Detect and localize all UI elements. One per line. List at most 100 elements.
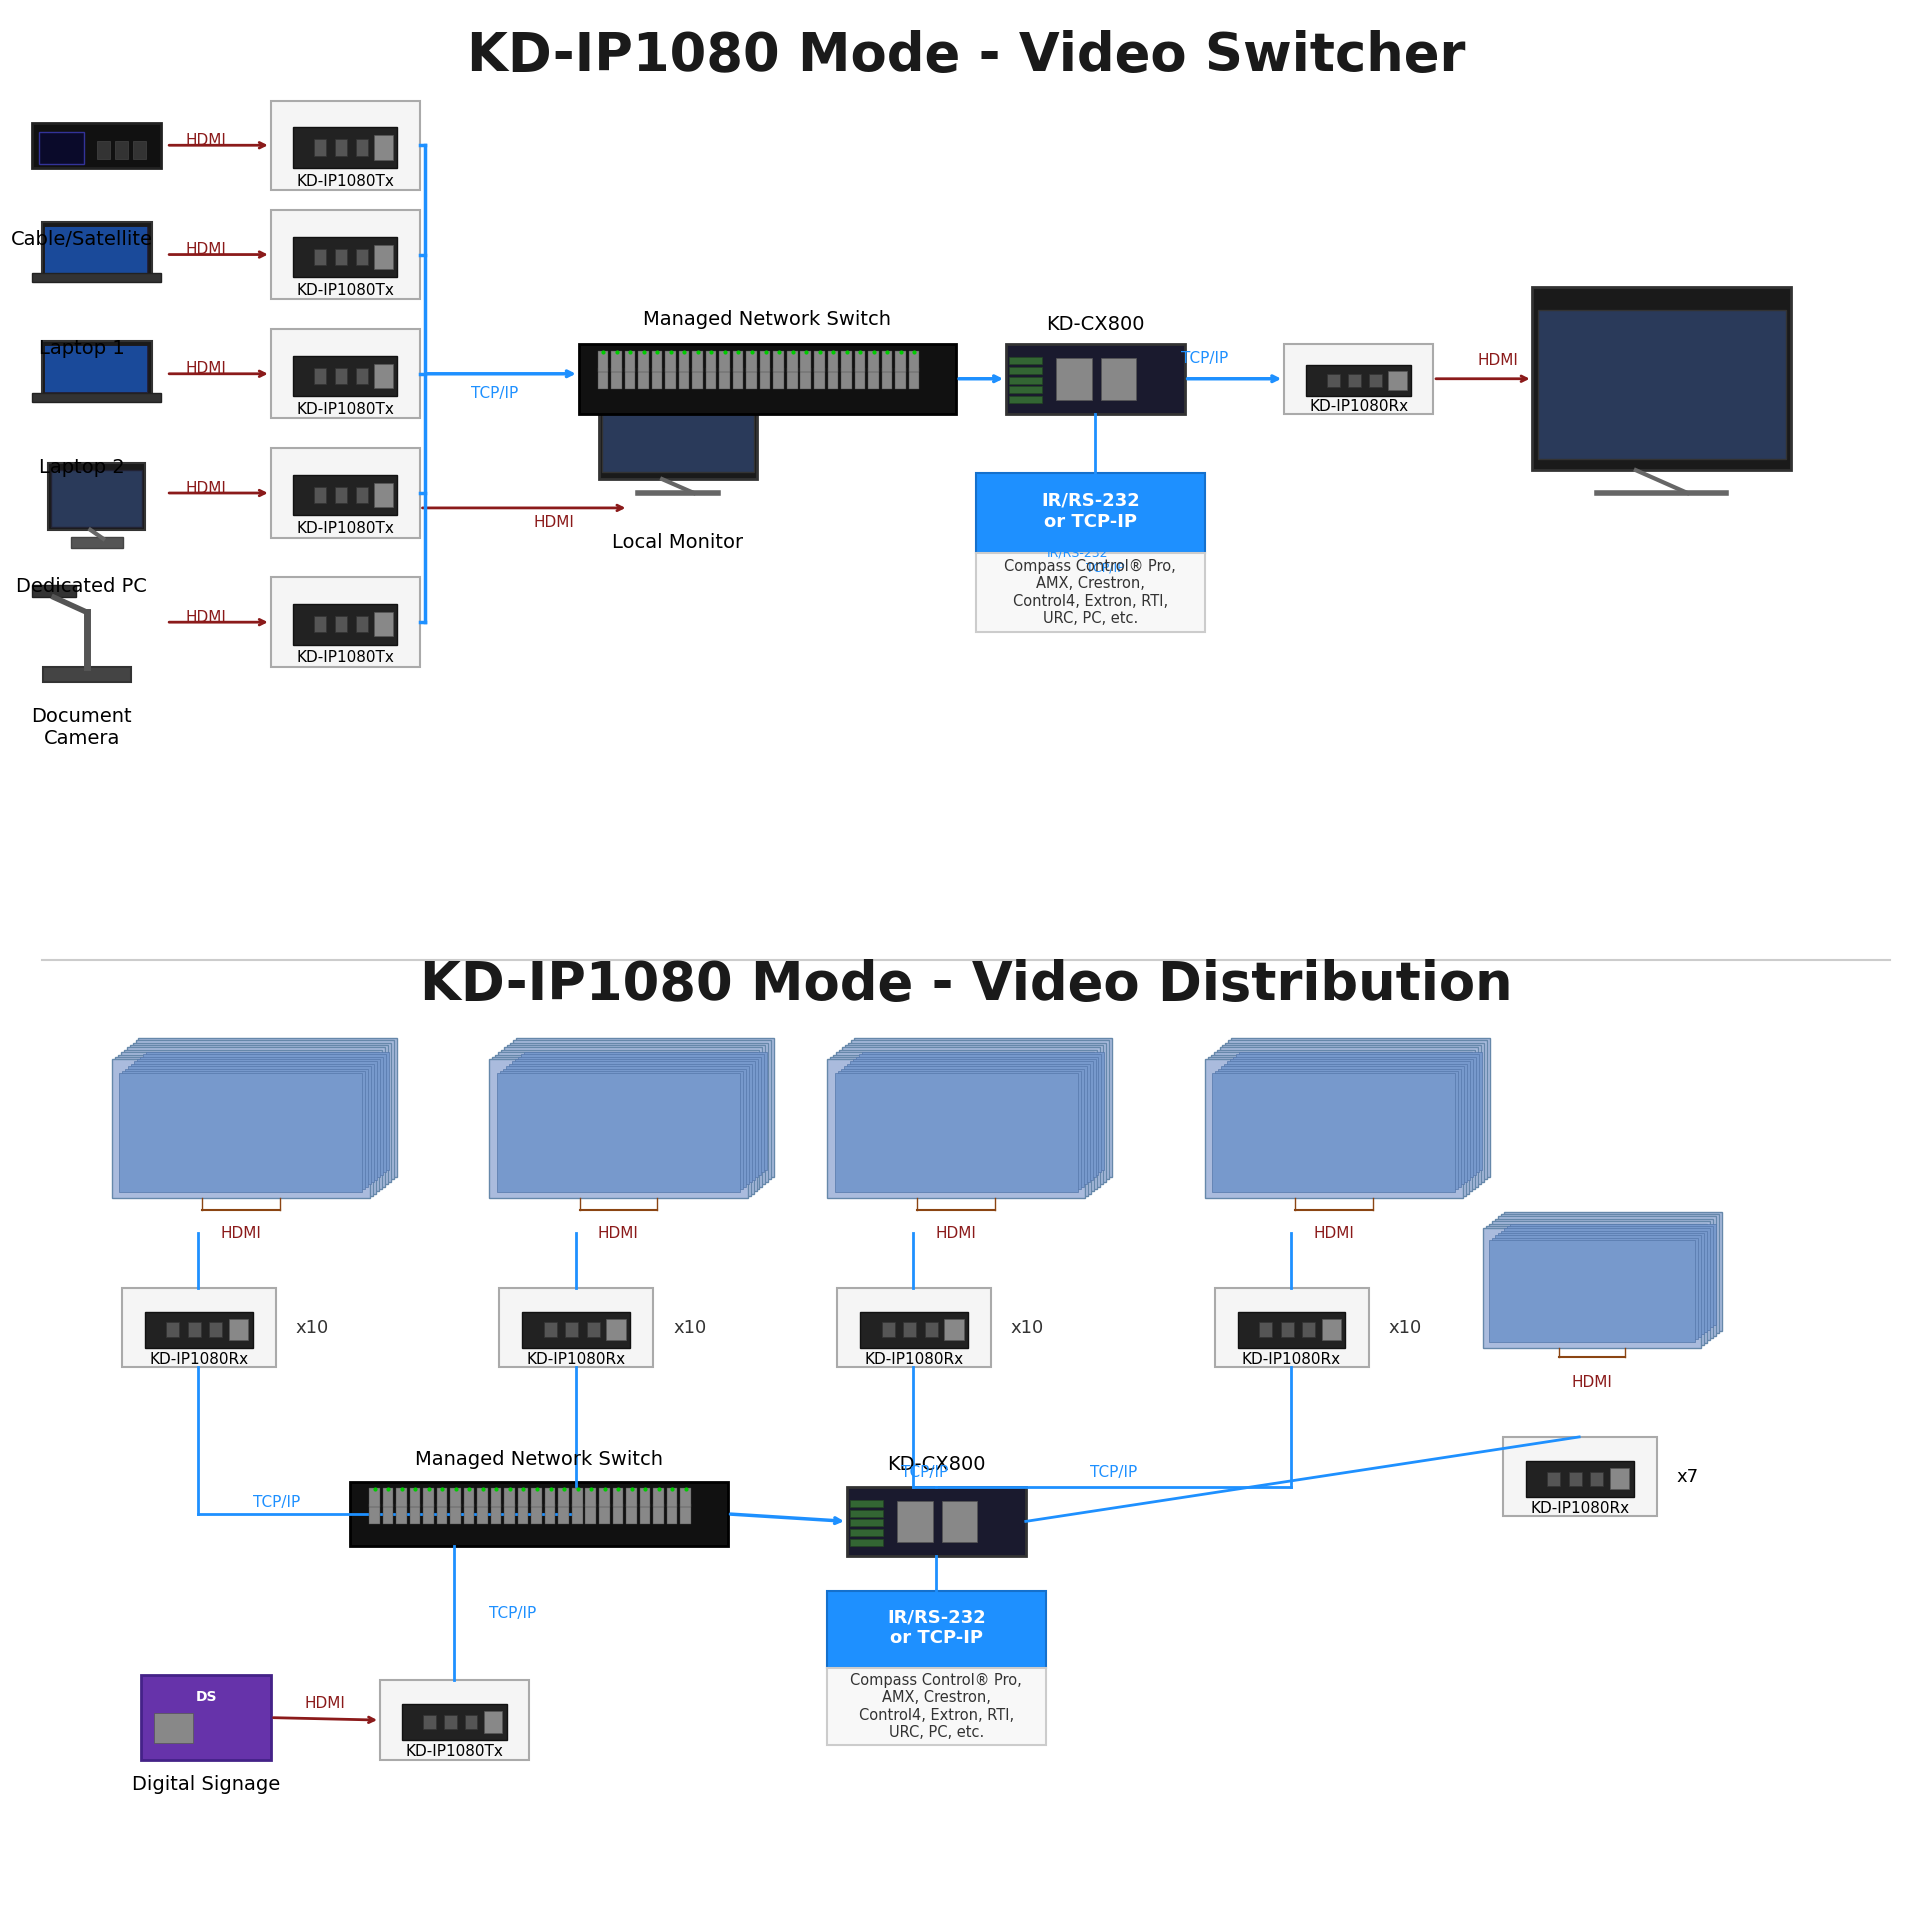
FancyBboxPatch shape xyxy=(111,1060,371,1198)
FancyBboxPatch shape xyxy=(693,351,703,372)
Text: KD-CX800: KD-CX800 xyxy=(1046,315,1144,334)
FancyBboxPatch shape xyxy=(1225,1064,1467,1183)
FancyBboxPatch shape xyxy=(294,236,397,276)
FancyBboxPatch shape xyxy=(167,1323,179,1336)
FancyBboxPatch shape xyxy=(1569,1471,1582,1486)
FancyBboxPatch shape xyxy=(520,1054,764,1173)
FancyBboxPatch shape xyxy=(902,1323,916,1336)
FancyBboxPatch shape xyxy=(837,1288,991,1367)
FancyBboxPatch shape xyxy=(382,1488,394,1507)
FancyBboxPatch shape xyxy=(637,351,649,372)
FancyBboxPatch shape xyxy=(271,328,420,419)
FancyBboxPatch shape xyxy=(835,1052,1094,1190)
FancyBboxPatch shape xyxy=(144,1311,253,1348)
FancyBboxPatch shape xyxy=(1369,374,1382,386)
FancyBboxPatch shape xyxy=(599,369,758,480)
FancyBboxPatch shape xyxy=(639,1488,651,1507)
FancyBboxPatch shape xyxy=(564,1323,578,1336)
FancyBboxPatch shape xyxy=(1238,1052,1482,1169)
FancyBboxPatch shape xyxy=(607,1319,626,1340)
FancyBboxPatch shape xyxy=(639,1503,651,1524)
FancyBboxPatch shape xyxy=(572,1488,582,1507)
FancyBboxPatch shape xyxy=(1348,374,1361,386)
FancyBboxPatch shape xyxy=(146,1052,390,1169)
FancyBboxPatch shape xyxy=(851,1538,883,1546)
Text: KD-IP1080Tx: KD-IP1080Tx xyxy=(296,651,394,666)
FancyBboxPatch shape xyxy=(895,351,906,372)
FancyBboxPatch shape xyxy=(1321,1319,1342,1340)
FancyBboxPatch shape xyxy=(33,123,161,169)
FancyBboxPatch shape xyxy=(845,1044,1104,1185)
FancyBboxPatch shape xyxy=(1231,1060,1473,1177)
FancyBboxPatch shape xyxy=(1486,1225,1705,1346)
FancyBboxPatch shape xyxy=(369,1488,380,1507)
FancyBboxPatch shape xyxy=(334,488,348,503)
Text: HDMI: HDMI xyxy=(221,1225,261,1240)
FancyBboxPatch shape xyxy=(1503,1229,1709,1331)
FancyBboxPatch shape xyxy=(666,1503,678,1524)
FancyBboxPatch shape xyxy=(612,1503,624,1524)
FancyBboxPatch shape xyxy=(851,1500,883,1507)
FancyBboxPatch shape xyxy=(1503,1212,1722,1331)
FancyBboxPatch shape xyxy=(509,1064,753,1183)
Text: KD-IP1080Tx: KD-IP1080Tx xyxy=(405,1745,503,1759)
FancyBboxPatch shape xyxy=(349,1482,728,1546)
FancyBboxPatch shape xyxy=(96,142,109,159)
Text: x10: x10 xyxy=(674,1319,707,1336)
FancyBboxPatch shape xyxy=(829,1058,1089,1196)
FancyBboxPatch shape xyxy=(518,1056,760,1175)
FancyBboxPatch shape xyxy=(1306,365,1411,396)
FancyBboxPatch shape xyxy=(707,351,716,372)
FancyBboxPatch shape xyxy=(271,447,420,538)
FancyBboxPatch shape xyxy=(868,351,879,372)
FancyBboxPatch shape xyxy=(33,586,77,597)
FancyBboxPatch shape xyxy=(801,351,810,372)
FancyBboxPatch shape xyxy=(42,340,152,394)
FancyBboxPatch shape xyxy=(841,1069,1083,1187)
Text: KD-IP1080Rx: KD-IP1080Rx xyxy=(864,1352,964,1367)
Text: TCP/IP: TCP/IP xyxy=(490,1605,536,1620)
FancyBboxPatch shape xyxy=(355,616,369,632)
FancyBboxPatch shape xyxy=(144,1054,386,1173)
FancyBboxPatch shape xyxy=(787,369,797,390)
FancyBboxPatch shape xyxy=(925,1323,937,1336)
FancyBboxPatch shape xyxy=(678,351,689,372)
FancyBboxPatch shape xyxy=(495,1054,753,1194)
FancyBboxPatch shape xyxy=(624,351,636,372)
FancyBboxPatch shape xyxy=(1496,1219,1713,1338)
FancyBboxPatch shape xyxy=(626,1503,637,1524)
Text: Laptop 1: Laptop 1 xyxy=(38,340,125,357)
FancyBboxPatch shape xyxy=(522,1311,630,1348)
FancyBboxPatch shape xyxy=(666,1488,678,1507)
FancyBboxPatch shape xyxy=(369,1503,380,1524)
FancyBboxPatch shape xyxy=(1223,1044,1480,1185)
Text: IR/RS-232
or TCP-IP: IR/RS-232 or TCP-IP xyxy=(1041,492,1140,530)
FancyBboxPatch shape xyxy=(422,1503,434,1524)
FancyBboxPatch shape xyxy=(374,484,394,507)
FancyBboxPatch shape xyxy=(436,1503,447,1524)
FancyBboxPatch shape xyxy=(382,1503,394,1524)
FancyBboxPatch shape xyxy=(1204,1060,1463,1198)
FancyBboxPatch shape xyxy=(313,369,326,384)
Text: KD-IP1080Tx: KD-IP1080Tx xyxy=(296,173,394,188)
Text: x10: x10 xyxy=(1010,1319,1044,1336)
FancyBboxPatch shape xyxy=(835,1073,1077,1192)
FancyBboxPatch shape xyxy=(507,1044,766,1185)
FancyBboxPatch shape xyxy=(444,1715,457,1730)
Text: HDMI: HDMI xyxy=(186,361,227,376)
FancyBboxPatch shape xyxy=(1219,1069,1461,1187)
FancyBboxPatch shape xyxy=(1284,344,1432,413)
FancyBboxPatch shape xyxy=(492,1488,501,1507)
FancyBboxPatch shape xyxy=(545,1503,555,1524)
Text: TCP/IP: TCP/IP xyxy=(253,1494,300,1509)
FancyBboxPatch shape xyxy=(313,616,326,632)
Text: x10: x10 xyxy=(296,1319,328,1336)
FancyBboxPatch shape xyxy=(142,1676,271,1761)
FancyBboxPatch shape xyxy=(334,140,348,156)
FancyBboxPatch shape xyxy=(52,470,142,528)
FancyBboxPatch shape xyxy=(774,369,783,390)
FancyBboxPatch shape xyxy=(505,1488,515,1507)
FancyBboxPatch shape xyxy=(334,369,348,384)
FancyBboxPatch shape xyxy=(828,369,839,390)
FancyBboxPatch shape xyxy=(1532,288,1791,470)
